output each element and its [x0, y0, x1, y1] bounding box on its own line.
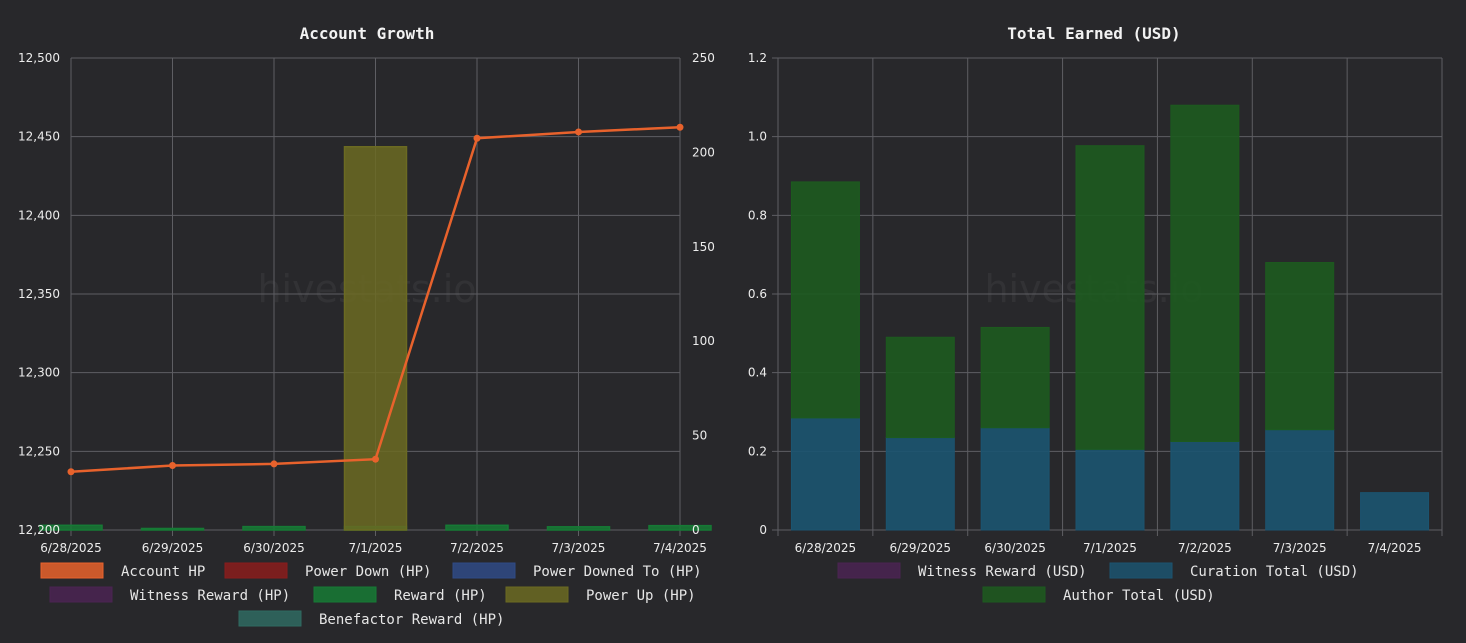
y-right-tick-label: 150 [692, 240, 715, 254]
bar-reward-hp [546, 526, 611, 531]
legend-swatch-power-up-hp [505, 586, 569, 603]
x-tick-label: 7/3/2025 [1273, 541, 1327, 555]
bar-curation-total-usd [1360, 492, 1430, 531]
point-account-hp [67, 468, 75, 476]
account-hp-line [67, 123, 684, 476]
legend-label-author-total-usd: Author Total (USD) [1063, 588, 1215, 604]
legend-label-witness-reward-hp: Witness Reward (HP) [130, 588, 290, 604]
bar-curation-total-usd [980, 427, 1050, 531]
y-left-tick-label: 12,500 [18, 51, 60, 65]
y-right-tick-label: 0 [692, 523, 700, 537]
total-earned-ticks: 0 0.2 0.4 0.6 0.8 1.0 1.2 6/28/2025 6/29/2025 6/3… [748, 51, 1422, 555]
x-tick-label: 6/28/2025 [40, 541, 102, 555]
y-left-tick-label: 12,450 [18, 130, 60, 144]
bar-reward-hp [140, 527, 205, 531]
total-earned-bars [790, 104, 1430, 531]
account-growth-chart: Account Growth hivestats.io 12,20012,250… [18, 24, 715, 628]
x-tick-label: 6/29/2025 [890, 541, 952, 555]
legend-label-curation-total-usd: Curation Total (USD) [1190, 564, 1359, 580]
legend-label-account-hp: Account HP [121, 564, 205, 580]
x-tick-label: 7/4/2025 [1368, 541, 1422, 555]
legend-swatch-power-down-hp [224, 562, 288, 579]
account-growth-ticks: 12,200 12,250 12,300 12,350 12,400 12,450 12,5… [18, 51, 715, 555]
legend-swatch-author-total-usd [982, 586, 1046, 603]
y-right-tick-label: 100 [692, 334, 715, 348]
legend-label-power-down-hp: Power Down (HP) [305, 564, 431, 580]
bar-author-total-usd [980, 326, 1050, 429]
legend-label-benefactor-reward-hp: Benefactor Reward (HP) [319, 612, 504, 628]
point-account-hp [575, 128, 582, 136]
y-tick-label: 0.4 [748, 366, 767, 380]
y-right-tick-label: 250 [692, 51, 715, 65]
legend-swatch-account-hp [40, 562, 104, 579]
y-left-tick-label: 12,350 [18, 287, 60, 301]
y-tick-label: 0.8 [748, 208, 767, 222]
x-tick-label: 7/4/2025 [653, 541, 707, 555]
y-right-tick-label: 200 [692, 145, 715, 159]
bar-power-up-hp [343, 145, 408, 531]
total-earned-legend: Witness Reward (USD) Curation Total (USD)… [837, 562, 1359, 604]
total-earned-title: Total Earned (USD) [1007, 24, 1180, 43]
bar-curation-total-usd [1265, 429, 1335, 531]
x-tick-label: 6/28/2025 [795, 541, 857, 555]
x-tick-label: 7/1/2025 [1083, 541, 1137, 555]
bar-author-total-usd [885, 336, 955, 439]
bar-reward-hp [445, 524, 509, 531]
bar-author-total-usd [1170, 104, 1240, 442]
total-earned-chart: Total Earned (USD) hivestats.io 00.20.40… [748, 24, 1443, 604]
bar-curation-total-usd [885, 437, 955, 531]
y-left-tick-label: 12,250 [18, 444, 60, 458]
bar-reward-hp [648, 524, 712, 531]
y-left-tick-label: 12,200 [18, 523, 60, 537]
bar-author-total-usd [1265, 262, 1335, 431]
legend-swatch-power-downed-to-hp [452, 562, 516, 579]
legend-swatch-witness-reward-usd [837, 562, 901, 579]
x-tick-label: 7/2/2025 [450, 541, 504, 555]
bar-curation-total-usd [1075, 448, 1145, 531]
y-tick-label: 1.2 [748, 51, 767, 65]
bar-curation-total-usd [1170, 441, 1240, 531]
y-tick-label: 0 [759, 523, 767, 537]
y-left-tick-label: 12,300 [18, 366, 60, 380]
point-account-hp [676, 123, 684, 131]
y-tick-label: 0.6 [748, 287, 767, 301]
legend-swatch-witness-reward-hp [49, 586, 113, 603]
account-growth-bars [39, 145, 712, 531]
bar-reward-hp [242, 525, 306, 531]
account-growth-legend: Account HP Power Down (HP) Power Downed To… [40, 562, 702, 628]
x-tick-label: 6/30/2025 [243, 541, 305, 555]
point-account-hp [473, 134, 481, 142]
legend-label-reward-hp: Reward (HP) [394, 588, 487, 604]
x-tick-label: 7/2/2025 [1178, 541, 1232, 555]
account-growth-title: Account Growth [300, 24, 435, 43]
bar-author-total-usd [790, 181, 860, 419]
point-account-hp [372, 455, 379, 463]
bar-reward-hp [39, 524, 103, 531]
y-left-tick-label: 12,400 [18, 208, 60, 222]
legend-label-power-up-hp: Power Up (HP) [586, 588, 696, 604]
x-tick-label: 7/3/2025 [552, 541, 606, 555]
bar-author-total-usd [1075, 145, 1145, 450]
legend-swatch-curation-total-usd [1109, 562, 1173, 579]
point-account-hp [169, 461, 176, 469]
x-tick-label: 6/30/2025 [984, 541, 1046, 555]
legend-label-power-downed-to-hp: Power Downed To (HP) [533, 564, 702, 580]
legend-swatch-benefactor-reward-hp [238, 610, 302, 627]
x-tick-label: 7/1/2025 [349, 541, 403, 555]
x-tick-label: 6/29/2025 [142, 541, 204, 555]
legend-swatch-reward-hp [313, 586, 377, 603]
y-tick-label: 1.0 [748, 130, 767, 144]
y-tick-label: 0.2 [748, 444, 767, 458]
legend-label-witness-reward-usd: Witness Reward (USD) [918, 564, 1087, 580]
point-account-hp [270, 460, 278, 468]
bar-curation-total-usd [790, 417, 860, 531]
y-right-tick-label: 50 [692, 429, 707, 443]
